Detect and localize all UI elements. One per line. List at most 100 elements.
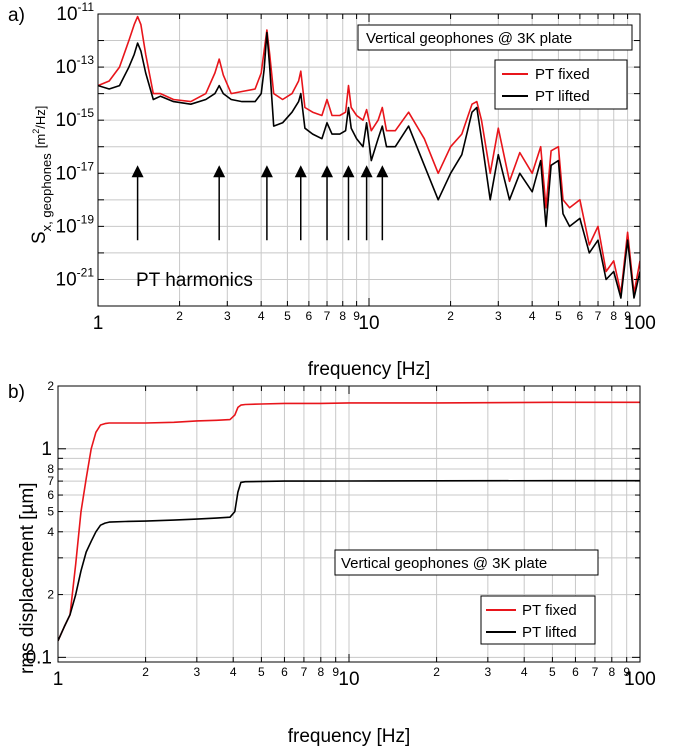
x-tick-label: 3 xyxy=(224,309,231,323)
x-tick-label: 100 xyxy=(624,669,656,690)
panel-b-series-layer xyxy=(58,401,640,642)
y-tick-label: 4 xyxy=(47,525,54,539)
y-tick-label: 10-17 xyxy=(56,159,95,184)
x-tick-label: 10 xyxy=(338,669,359,690)
panel-b-x-axis-title: frequency [Hz] xyxy=(288,726,411,747)
y-tick-label: 10-11 xyxy=(56,0,94,25)
panel-b-label: b) xyxy=(8,382,25,403)
panel-b-y-axis-title: rms displacement [µm] xyxy=(17,483,38,675)
y-tick-label: 10-13 xyxy=(56,53,95,78)
y-tick-label: 6 xyxy=(47,488,54,502)
panel-b-legend: PT fixed PT lifted xyxy=(480,595,596,645)
series-line-pt-lifted xyxy=(98,31,640,299)
harmonic-arrow xyxy=(131,165,144,241)
y-tick-label: 10-15 xyxy=(56,106,95,131)
x-tick-label: 1 xyxy=(53,669,64,690)
harmonic-arrow xyxy=(376,165,389,241)
x-tick-label: 5 xyxy=(284,309,291,323)
panel-b-legend-box xyxy=(480,595,596,645)
series-line-pt-fixed xyxy=(58,401,640,642)
panel-a-y-axis-title: Sx, geophones [m2/Hz] xyxy=(29,106,54,244)
y-tick-label: 5 xyxy=(47,505,54,519)
panel-b-ticks xyxy=(57,385,641,662)
series-line-pt-lifted xyxy=(58,479,640,642)
x-tick-label: 8 xyxy=(317,665,324,679)
pt-harmonics-label: PT harmonics xyxy=(136,270,253,291)
x-tick-label: 4 xyxy=(529,309,536,323)
x-tick-label: 6 xyxy=(572,665,579,679)
panel-b-title-box xyxy=(334,549,599,576)
x-tick-label: 10 xyxy=(358,313,379,334)
x-tick-label: 100 xyxy=(624,313,656,334)
y-axis-unit: [m xyxy=(33,134,48,148)
harmonic-arrow xyxy=(342,165,355,241)
y-tick-label: 1 xyxy=(41,439,52,460)
panel-a-title-box xyxy=(357,24,633,51)
x-tick-label: 1 xyxy=(93,313,104,334)
panel-a-box-title: Vertical geophones @ 3K plate xyxy=(366,30,572,47)
x-tick-label: 6 xyxy=(306,309,313,323)
x-tick-label: 8 xyxy=(608,665,615,679)
x-tick-label: 5 xyxy=(549,665,556,679)
panel-a-legend: PT fixed PT lifted xyxy=(494,59,628,110)
x-tick-label: 8 xyxy=(610,309,617,323)
harmonic-arrow xyxy=(294,165,307,241)
x-tick-label: 4 xyxy=(258,309,265,323)
legend-label-pt-lifted: PT lifted xyxy=(535,88,590,105)
x-tick-label: 9 xyxy=(624,309,631,323)
y-tick-label: 0.1 xyxy=(26,647,52,668)
y-tick-label: 2 xyxy=(47,588,54,602)
panel-a-series-layer xyxy=(98,15,640,299)
harmonic-arrow xyxy=(360,165,373,241)
x-tick-label: 5 xyxy=(555,309,562,323)
x-tick-label: 2 xyxy=(176,309,183,323)
y-axis-unit-end: /Hz] xyxy=(33,106,48,129)
pt-harmonics-arrows xyxy=(131,165,389,241)
x-tick-label: 9 xyxy=(332,665,339,679)
panel-a-y-tick-labels: 10-11 10-13 10-15 10-17 10-19 10-21 xyxy=(56,0,95,290)
y-tick-label: 2 xyxy=(47,379,54,393)
harmonic-arrow xyxy=(213,165,226,241)
panel-a-x-axis-title: frequency [Hz] xyxy=(308,359,431,380)
y-axis-unit-exponent: 2 xyxy=(31,129,41,134)
legend-label-pt-fixed: PT fixed xyxy=(535,66,590,83)
harmonic-arrow xyxy=(321,165,334,241)
series-line-pt-fixed xyxy=(98,15,640,295)
y-tick-label: 7 xyxy=(47,474,54,488)
panel-b-box-title: Vertical geophones @ 3K plate xyxy=(341,555,547,572)
x-tick-label: 2 xyxy=(142,665,149,679)
y-axis-symbol: S xyxy=(29,231,50,244)
legend-label-pt-lifted-b: PT lifted xyxy=(522,624,577,641)
panel-a-legend-box xyxy=(494,59,628,110)
y-tick-label: 10-21 xyxy=(56,265,95,290)
x-tick-label: 2 xyxy=(447,309,454,323)
x-tick-label: 7 xyxy=(301,665,308,679)
panel-b-y-tick-labels: 0.1 2 4 5 678 1 2 xyxy=(26,379,55,668)
panel-a-ticks xyxy=(97,13,641,307)
harmonic-arrow xyxy=(260,165,273,241)
x-tick-label: 4 xyxy=(521,665,528,679)
x-tick-label: 8 xyxy=(339,309,346,323)
y-tick-label: 10-19 xyxy=(56,212,95,237)
y-axis-subscript: x, geophones xyxy=(39,153,54,232)
x-tick-label: 4 xyxy=(230,665,237,679)
x-tick-label: 3 xyxy=(495,309,502,323)
x-tick-label: 9 xyxy=(353,309,360,323)
y-tick-label: 8 xyxy=(47,462,54,476)
x-tick-label: 7 xyxy=(595,309,602,323)
x-tick-label: 3 xyxy=(484,665,491,679)
x-tick-label: 6 xyxy=(281,665,288,679)
panel-a-label: a) xyxy=(8,5,25,26)
x-tick-label: 9 xyxy=(623,665,630,679)
legend-label-pt-fixed-b: PT fixed xyxy=(522,602,577,619)
x-tick-label: 6 xyxy=(577,309,584,323)
x-tick-label: 2 xyxy=(433,665,440,679)
x-tick-label: 3 xyxy=(193,665,200,679)
x-tick-label: 5 xyxy=(258,665,265,679)
x-tick-label: 7 xyxy=(324,309,331,323)
